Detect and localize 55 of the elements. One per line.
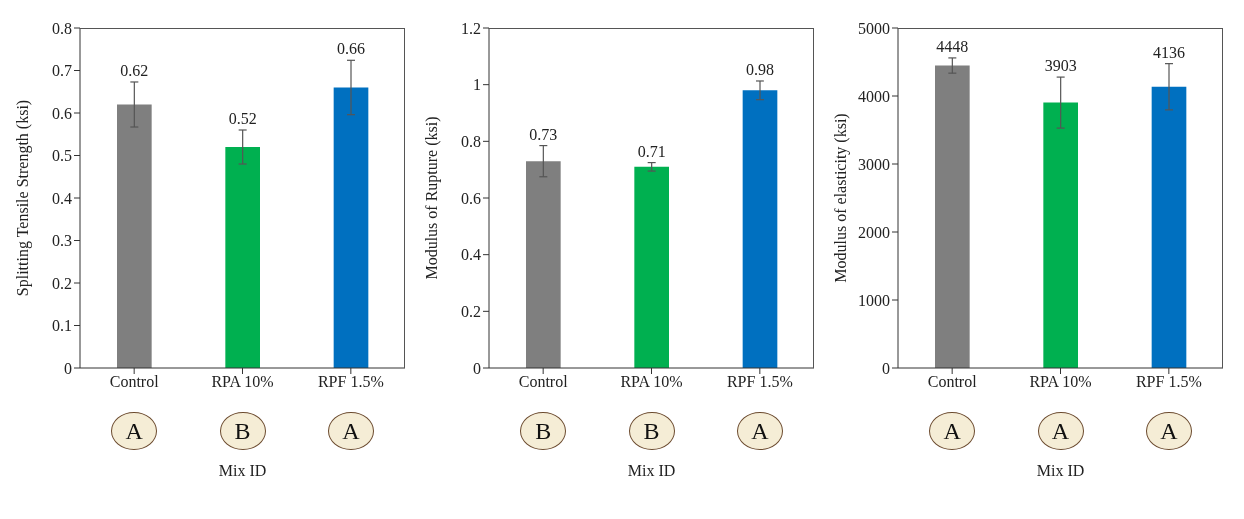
ellipse-badge: B (628, 412, 675, 450)
x-tick-label: RPA 10% (211, 373, 274, 391)
data-label: 0.73 (529, 125, 558, 143)
x-axis-title: Mix ID (626, 462, 677, 480)
x-tick-label: RPA 10% (1029, 373, 1092, 391)
y-tick-label: 1 (473, 76, 481, 94)
y-axis-title: Modulus of elasticity (ksi) (831, 113, 850, 283)
x-tick-label: Control (518, 373, 569, 391)
y-tick-label: 0.1 (52, 317, 72, 335)
data-label: 4136 (1153, 43, 1185, 61)
data-label: 3903 (1044, 57, 1077, 75)
x-axis-title: Mix ID (217, 462, 268, 480)
x-tick-label: RPF 1.5% (726, 373, 793, 391)
y-tick-label: 0.7 (52, 62, 72, 80)
y-tick-label: 0.2 (461, 303, 481, 321)
ellipse-badge: A (1145, 412, 1192, 450)
y-tick-label: 0 (473, 359, 481, 377)
x-tick-label: RPF 1.5% (317, 373, 384, 391)
y-tick-label: 2000 (858, 223, 890, 241)
x-tick-label: RPA 10% (620, 373, 683, 391)
y-tick-label: 0.8 (52, 19, 72, 37)
ellipse-badge: B (520, 412, 567, 450)
y-tick-label: 0.2 (52, 274, 72, 292)
x-axis-title: Mix ID (1035, 462, 1086, 480)
data-label: 0.71 (637, 142, 666, 160)
ellipse-badge: A (111, 412, 158, 450)
y-tick-label: 3000 (858, 155, 890, 173)
ellipse-badge: B (219, 412, 266, 450)
y-tick-label: 0.6 (52, 104, 72, 122)
ellipse-badge: A (327, 412, 374, 450)
y-tick-label: 0.5 (52, 147, 72, 165)
y-tick-label: 4000 (858, 87, 890, 105)
ellipse-badge: A (736, 412, 783, 450)
y-tick-label: 0.8 (461, 133, 481, 151)
data-label: 4448 (936, 37, 969, 55)
data-label: 0.52 (228, 110, 257, 127)
y-tick-label: 5000 (858, 19, 890, 37)
data-label: 0.66 (337, 40, 365, 58)
ellipse-badge: A (1037, 412, 1084, 450)
y-axis-title: Splitting Tensile Strength (ksi) (13, 99, 32, 297)
data-label: 0.98 (746, 60, 774, 78)
y-tick-label: 0.6 (461, 189, 481, 207)
data-label: 0.62 (120, 61, 149, 79)
x-tick-label: Control (109, 373, 160, 391)
ellipse-badge: A (929, 412, 976, 450)
y-tick-label: 0 (64, 359, 72, 377)
x-tick-label: Control (927, 373, 978, 391)
y-tick-label: 0.3 (52, 232, 72, 250)
y-tick-label: 0.4 (52, 189, 72, 207)
y-tick-label: 1000 (858, 291, 890, 309)
y-axis-title: Modulus of Rupture (ksi) (422, 116, 441, 280)
x-tick-label: RPF 1.5% (1135, 373, 1202, 391)
y-tick-label: 0.4 (461, 246, 481, 264)
y-tick-label: 0 (882, 359, 890, 377)
y-tick-label: 1.2 (461, 19, 481, 37)
